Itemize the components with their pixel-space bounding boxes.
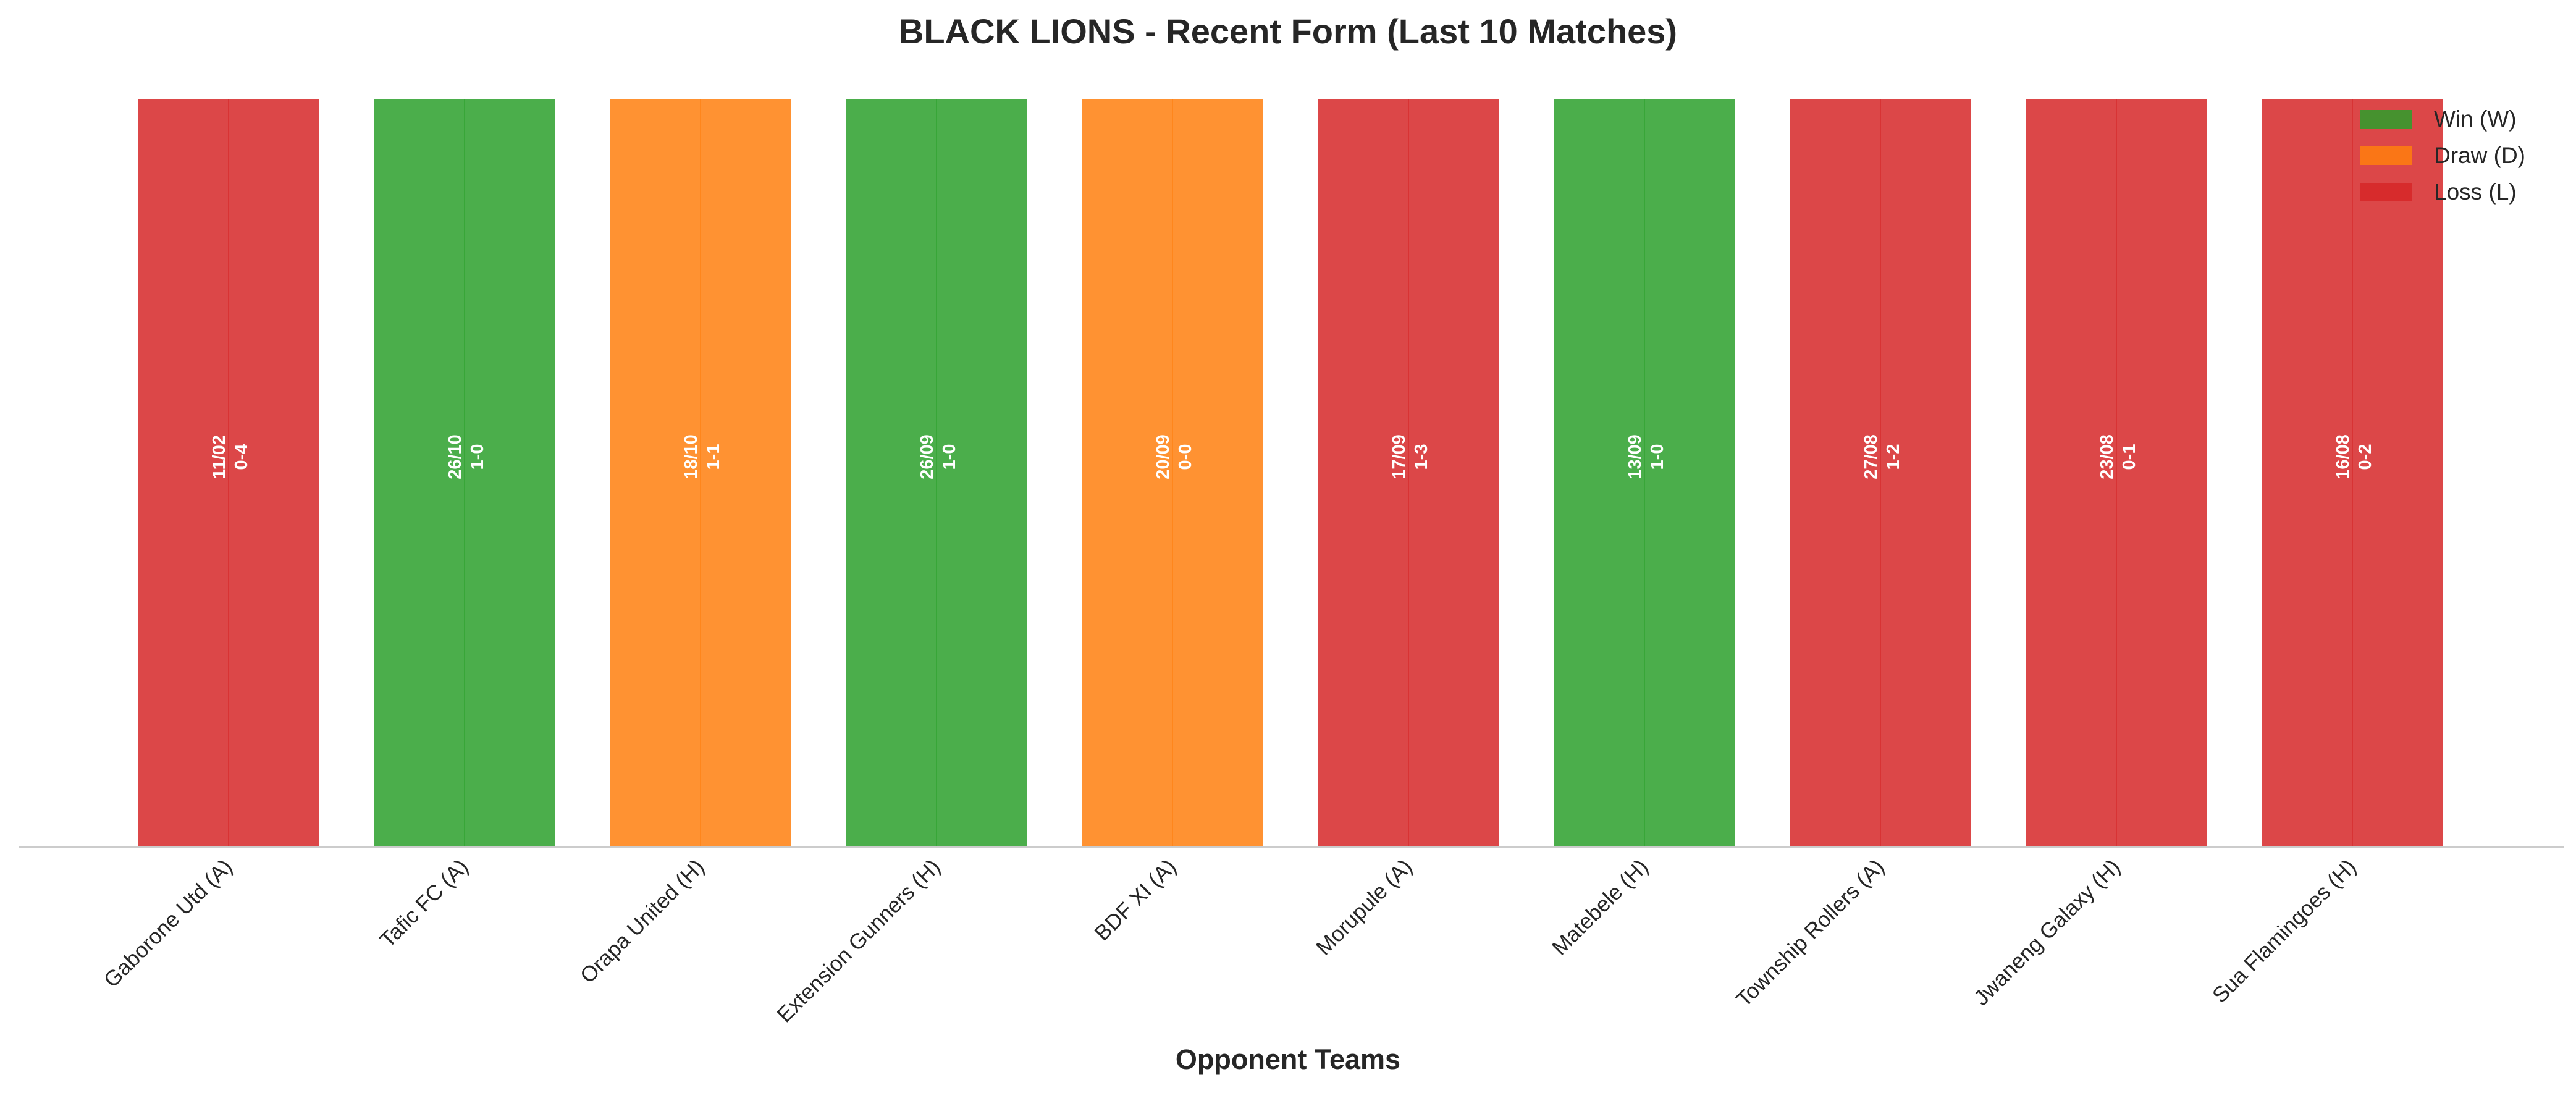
bar-date-label: 23/08: [2097, 434, 2117, 479]
x-tick-label: Extension Gunners (H): [772, 855, 945, 1027]
bar-date-label: 27/08: [1861, 434, 1881, 479]
x-tick-label: Jwaneng Galaxy (H): [1969, 855, 2125, 1010]
bar-label: 16/08 0-2: [2333, 434, 2375, 479]
bar-label: 27/08 1-2: [1861, 434, 1903, 479]
x-tick-label: Township Rollers (A): [1732, 855, 1889, 1012]
bar-date-label: 13/09: [1625, 434, 1645, 479]
x-tick-labels: Gaborone Utd (A) Tafic FC (A) Orapa United…: [99, 855, 2361, 1027]
bar-label: 11/02 0-4: [209, 435, 251, 479]
legend-label-d: Draw (D): [2434, 143, 2525, 168]
x-tick-label: Gaborone Utd (A): [99, 855, 237, 992]
bar-score-label: 0-4: [232, 444, 251, 470]
bars-group: 11/02 0-4 26/10 1-0 18/10 1-1 26/09 1-0 20/09 0-0…: [135, 96, 2446, 848]
x-tick-label: Tafic FC (A): [375, 855, 473, 952]
bar-score-label: 1-2: [1884, 444, 1903, 470]
legend: Win (W) Draw (D) Loss (L): [2360, 106, 2525, 205]
bar-score-label: 0-0: [1176, 444, 1195, 470]
legend-swatch-w: [2360, 110, 2412, 129]
x-tick-label: Orapa United (H): [576, 855, 709, 988]
bar-label: 13/09 1-0: [1625, 434, 1667, 479]
bar-score-label: 1-0: [940, 444, 959, 470]
legend-swatch-d: [2360, 146, 2412, 165]
bar-date-label: 18/10: [681, 434, 701, 479]
chart-title: BLACK LIONS - Recent Form (Last 10 Match…: [899, 12, 1677, 51]
bar-score-label: 1-3: [1412, 444, 1431, 470]
x-axis-label: Opponent Teams: [1176, 1044, 1400, 1075]
bar-date-label: 26/09: [917, 434, 937, 479]
bar-date-label: 20/09: [1153, 434, 1173, 479]
legend-swatch-l: [2360, 183, 2412, 201]
bar-label: 17/09 1-3: [1389, 434, 1431, 479]
bar-score-label: 1-0: [1648, 444, 1667, 470]
bar-label: 23/08 0-1: [2097, 434, 2139, 479]
bar-date-label: 16/08: [2333, 434, 2353, 479]
bar-date-label: 26/10: [445, 434, 465, 479]
bar-label: 18/10 1-1: [681, 434, 723, 479]
bar-date-label: 17/09: [1389, 434, 1409, 479]
x-tick-label: Morupule (A): [1311, 855, 1417, 960]
bar-score-label: 1-1: [704, 444, 723, 470]
bar-label: 26/09 1-0: [917, 434, 959, 479]
legend-label-w: Win (W): [2434, 106, 2517, 132]
x-tick-label: Matebele (H): [1547, 855, 1653, 960]
legend-label-l: Loss (L): [2434, 179, 2517, 205]
x-tick-label: BDF XI (A): [1090, 855, 1181, 945]
bar-label: 26/10 1-0: [445, 434, 487, 479]
bar-score-label: 0-2: [2355, 444, 2375, 470]
x-tick-label: Sua Flamingoes (H): [2208, 855, 2361, 1008]
bar-score-label: 1-0: [468, 444, 487, 470]
bar-label: 20/09 0-0: [1153, 434, 1195, 479]
bar-date-label: 11/02: [209, 435, 229, 479]
bar-score-label: 0-1: [2119, 444, 2139, 470]
